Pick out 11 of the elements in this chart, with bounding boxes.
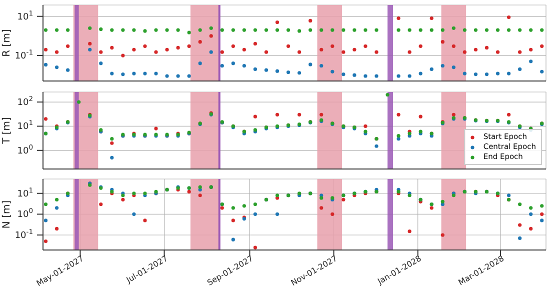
y-tick-label: 10$^{1}$ [17,9,33,22]
y-tick-label: 10$^{1}$ [17,119,33,132]
y-tick-label: 10$^{1}$ [17,186,33,200]
y-axis-title: N [m] [2,200,13,229]
y-axis-title: R [m] [2,29,13,57]
y-tick-label: 10$^{0}$ [17,143,33,156]
y-tick-label: 10$^{0}$ [17,207,33,220]
y-tick-label: 10$^{2}$ [17,95,33,108]
y-tick-label: 10$^{-1}$ [14,48,33,62]
y-tick-label: 10$^{-1}$ [14,228,33,241]
y-axis-title: T [m] [2,116,13,145]
